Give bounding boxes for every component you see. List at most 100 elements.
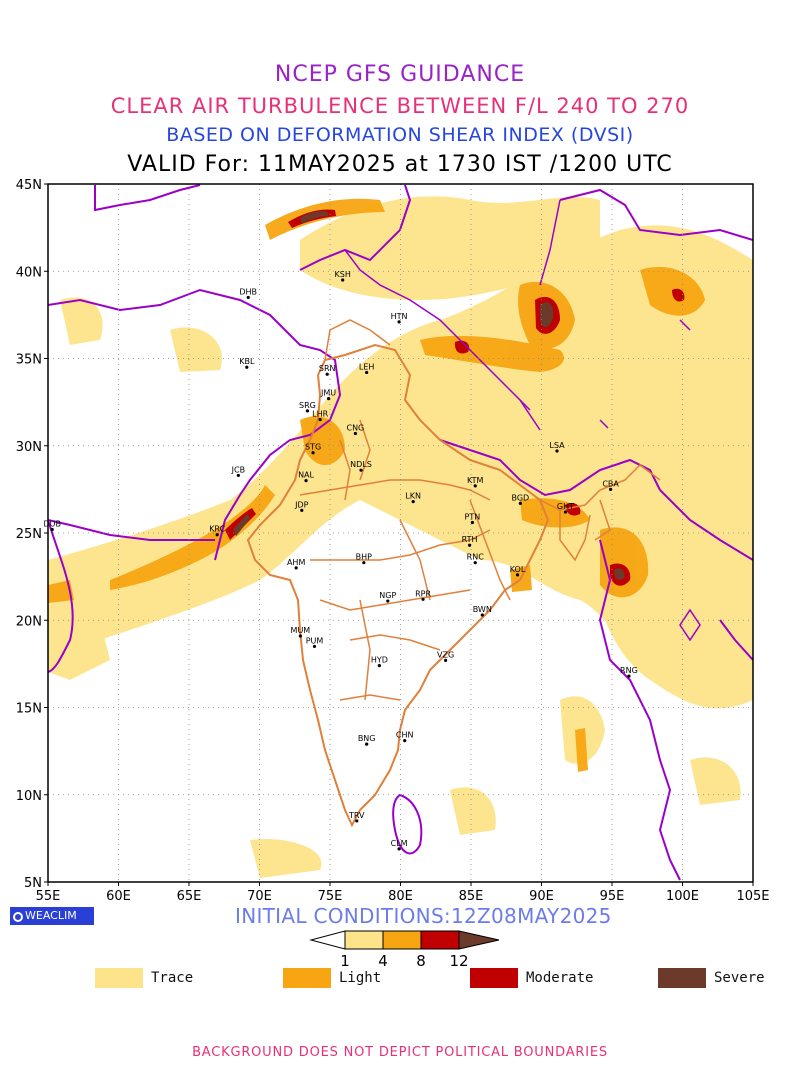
station-srn: SRN <box>319 364 336 376</box>
station-jcb: JCB <box>231 465 245 478</box>
station-label: RPR <box>415 589 431 598</box>
weaclim-badge: WEACLIM <box>10 907 94 925</box>
x-tick-label: 75E <box>318 889 343 904</box>
x-tick-label: 100E <box>666 889 699 904</box>
station-label: KTM <box>467 476 484 485</box>
station-srg: SRG <box>299 401 316 413</box>
station-label: NGP <box>379 591 396 600</box>
legend-swatch <box>470 968 518 988</box>
station-dot <box>608 487 613 491</box>
legend-label: Moderate <box>526 970 594 986</box>
station-dot <box>421 597 425 601</box>
station-label: NAL <box>298 471 314 480</box>
x-tick-label: 90E <box>529 889 554 904</box>
station-label: STG <box>305 443 321 452</box>
station-ktm: KTM <box>467 476 484 488</box>
station-stg: STG <box>305 443 321 455</box>
y-tick-label: 40N <box>16 265 42 280</box>
y-tick-label: 35N <box>16 353 42 368</box>
station-dot <box>311 451 315 455</box>
globe-icon <box>13 912 23 922</box>
station-dot <box>365 742 369 746</box>
colorbar-tick-label: 8 <box>416 952 426 970</box>
y-tick-label: 5N <box>24 876 42 891</box>
y-tick-label: 15N <box>16 702 42 717</box>
y-tick-label: 20N <box>16 614 42 629</box>
station-label: BWN <box>473 605 492 614</box>
station-label: SRN <box>319 364 336 373</box>
station-label: JCB <box>231 465 245 474</box>
station-dot <box>403 739 407 743</box>
station-dot <box>480 613 484 617</box>
x-tick-label: 55E <box>36 889 61 904</box>
station-dot <box>470 520 475 525</box>
station-label: KBL <box>239 357 255 366</box>
station-kbl: KBL <box>239 357 255 369</box>
y-tick-label: 45N <box>16 178 42 193</box>
station-pum: PUM <box>306 636 323 649</box>
station-label: PTN <box>465 513 481 522</box>
station-dot <box>312 644 317 649</box>
station-dot <box>341 278 345 282</box>
x-tick-label: 105E <box>736 889 769 904</box>
y-tick-label: 25N <box>16 527 42 542</box>
station-label: BHP <box>356 553 373 562</box>
colorbar-high-arrow <box>458 930 500 950</box>
station-label: KSH <box>335 270 351 279</box>
station-label: GHT <box>557 502 574 511</box>
station-dot <box>245 365 249 369</box>
station-vzg: VZG <box>437 650 454 662</box>
station-label: HYD <box>371 656 388 665</box>
station-dot <box>411 499 415 504</box>
station-label: AHM <box>287 558 305 567</box>
station-label: CLM <box>391 839 408 848</box>
plot-frame <box>47 183 754 883</box>
station-label: LHR <box>312 410 328 419</box>
station-rng: RNG <box>620 666 638 678</box>
station-dot <box>215 533 219 537</box>
india-outline <box>246 319 661 828</box>
station-dot <box>515 573 520 577</box>
station-ngp: NGP <box>379 591 396 603</box>
station-hyd: HYD <box>371 656 388 668</box>
colorbar: 1 4 8 12 <box>309 930 500 970</box>
station-dot <box>563 510 568 514</box>
station-mum: MUM <box>291 626 310 638</box>
station-cng: CNG <box>346 424 364 436</box>
station-nal: NAL <box>298 471 315 483</box>
legend-label: Trace <box>151 970 194 986</box>
station-dot <box>518 501 522 505</box>
station-label: HTN <box>391 312 408 321</box>
station-leh: LEH <box>359 362 374 375</box>
station-label: KRC <box>209 525 225 534</box>
station-lsa: LSA <box>549 441 565 453</box>
colorbar-segment <box>382 930 422 950</box>
station-rth: RTH <box>462 535 478 547</box>
station-jdp: JDP <box>294 500 309 512</box>
station-dot <box>325 372 329 376</box>
station-dot <box>473 561 477 565</box>
station-dot <box>318 417 322 422</box>
station-label: JDP <box>294 500 309 509</box>
station-dot <box>386 599 390 603</box>
station-label: DHB <box>239 287 257 296</box>
legend-label: Severe <box>714 970 765 986</box>
station-jmu: JMU <box>320 389 336 401</box>
x-tick-label: 65E <box>177 889 202 904</box>
station-dot <box>300 508 304 512</box>
colorbar-low-arrow <box>309 930 346 950</box>
station-ksh: KSH <box>335 270 351 282</box>
boundaries <box>48 184 753 881</box>
disclaimer: BACKGROUND DOES NOT DEPICT POLITICAL BOU… <box>192 1045 608 1060</box>
station-rpr: RPR <box>415 589 431 601</box>
station-dot <box>359 468 363 472</box>
station-label: KOL <box>510 565 526 574</box>
station-dhb: DHB <box>239 287 257 300</box>
x-tick-label: 60E <box>106 889 131 904</box>
colorbar-segment <box>344 930 384 950</box>
colorbar-segment <box>420 930 460 950</box>
station-clm: CLM <box>391 839 408 851</box>
station-dot <box>627 674 631 678</box>
legend-swatch <box>283 968 331 988</box>
